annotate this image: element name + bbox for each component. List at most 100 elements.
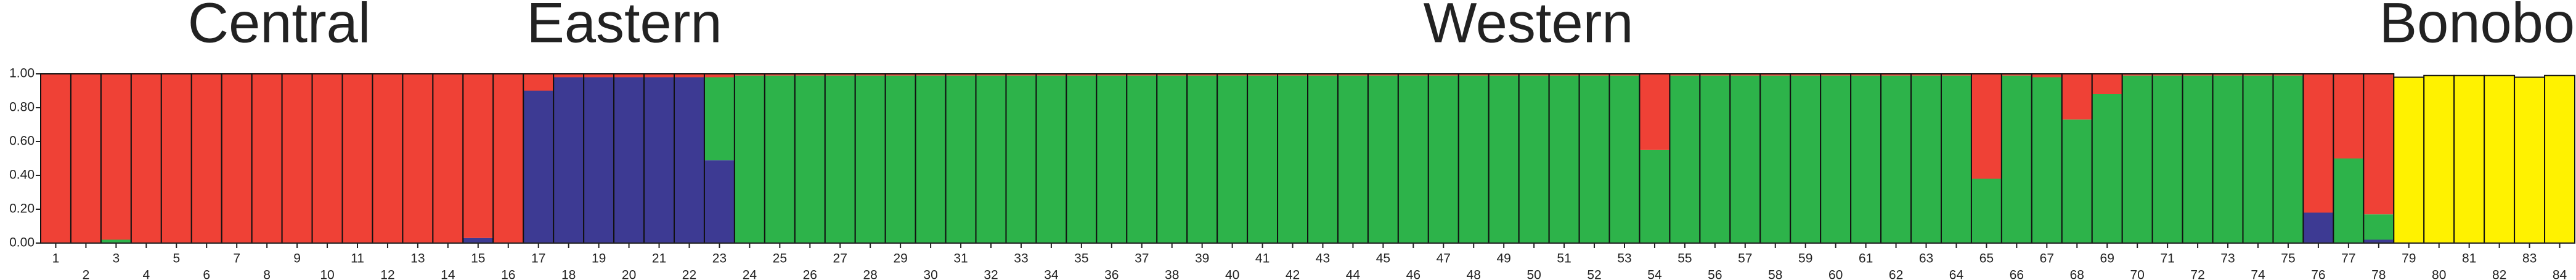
x-tick-label: 29 [893,252,907,266]
bar-segment [1458,74,1489,76]
bar-segment [1367,75,1398,243]
x-tick-label: 50 [1526,268,1541,280]
x-tick-label: 78 [2371,268,2386,280]
bar-segment [402,74,433,243]
bar-segment [704,74,735,78]
x-tick-label: 74 [2251,268,2265,280]
y-tick-label: 0.20 [9,202,35,216]
bar-segment [1458,75,1489,243]
bar-segment [1730,75,1761,243]
bar-segment [764,75,795,243]
bar-segment [704,160,735,243]
bar-segment [1428,74,1459,76]
x-tick-label: 18 [561,268,576,280]
x-tick-label: 51 [1557,252,1571,266]
bar-segment [221,74,252,243]
x-tick-label: 8 [263,268,271,280]
bar-segment [794,75,825,243]
x-tick-label: 26 [803,268,817,280]
bar-segment [1247,74,1278,76]
x-tick-label: 63 [1919,252,1933,266]
bar-segment [794,74,825,76]
bar-segment [251,74,282,243]
bar-segment [915,74,946,76]
bar-segment [70,74,101,243]
bar-segment [463,238,494,243]
bar-segment [1187,75,1218,243]
bar-segment [2212,75,2243,243]
x-tick-label: 1 [52,252,60,266]
x-tick-label: 33 [1014,252,1028,266]
bar-segment [1488,74,1519,76]
x-tick-label: 35 [1074,252,1088,266]
bar-segment [2363,214,2394,240]
bar-segment [1518,74,1549,76]
bar-segment [1609,75,1640,243]
x-tick-label: 79 [2402,252,2416,266]
x-tick-label: 60 [1828,268,1843,280]
x-tick-label: 75 [2281,252,2295,266]
bar-segment [2333,74,2364,159]
x-tick-label: 16 [501,268,515,280]
bar-segment [191,74,222,243]
bar-segment [2092,74,2122,94]
bar-segment [2243,75,2273,243]
bar-segment [1398,74,1429,76]
bar-segment [282,74,312,243]
bar-segment [825,75,855,243]
x-tick-label: 68 [2070,268,2084,280]
bar-segment [2212,74,2243,76]
bar-segment [1518,75,1549,243]
x-tick-label: 15 [471,252,485,266]
x-tick-label: 57 [1738,252,1752,266]
x-tick-label: 9 [293,252,301,266]
x-tick-label: 31 [953,252,968,266]
y-tick-label: 0.40 [9,168,35,182]
x-tick-label: 82 [2492,268,2506,280]
bar-segment [1337,74,1368,76]
bar-segment [855,75,886,243]
x-tick-label: 3 [113,252,120,266]
x-tick-label: 83 [2522,252,2537,266]
x-tick-label: 43 [1316,252,1330,266]
x-tick-label: 70 [2130,268,2145,280]
x-tick-label: 7 [233,252,240,266]
y-tick-label: 1.00 [9,66,35,81]
bar-segment [1639,150,1670,243]
bar-segment [1971,178,2002,243]
bar-segment [674,77,704,243]
bar-segment [2394,77,2424,243]
bar-segment [1066,74,1097,76]
bar-segment [584,77,614,243]
bar-segment [1700,75,1730,243]
x-tick-label: 55 [1677,252,1692,266]
x-tick-label: 19 [592,252,606,266]
bar-segment [1549,75,1579,243]
bar-segment [1367,74,1398,76]
bar-segment [100,74,131,240]
bar-segment [1579,74,1610,76]
bar-segment [1881,75,1912,243]
x-tick-label: 81 [2462,252,2476,266]
x-tick-label: 84 [2553,268,2567,280]
bar-segment [1639,74,1670,150]
bar-segment [885,75,916,243]
bar-segment [1700,74,1730,76]
bar-segment [1911,74,1941,76]
x-tick-label: 44 [1346,268,1361,280]
bar-segment [493,74,524,243]
y-tick-label: 0.80 [9,100,35,114]
bar-segment [976,74,1006,76]
bar-segment [553,77,584,243]
x-tick-label: 65 [1979,252,1994,266]
group-label: Central [188,0,371,54]
bar-segment [2182,74,2213,76]
bar-segment [1187,74,1218,76]
x-tick-label: 45 [1376,252,1390,266]
x-tick-label: 23 [712,252,727,266]
x-tick-label: 6 [203,268,210,280]
bar-segment [764,74,795,76]
bar-segment [704,77,735,161]
bar-segment [523,90,554,243]
x-tick-label: 27 [833,252,847,266]
